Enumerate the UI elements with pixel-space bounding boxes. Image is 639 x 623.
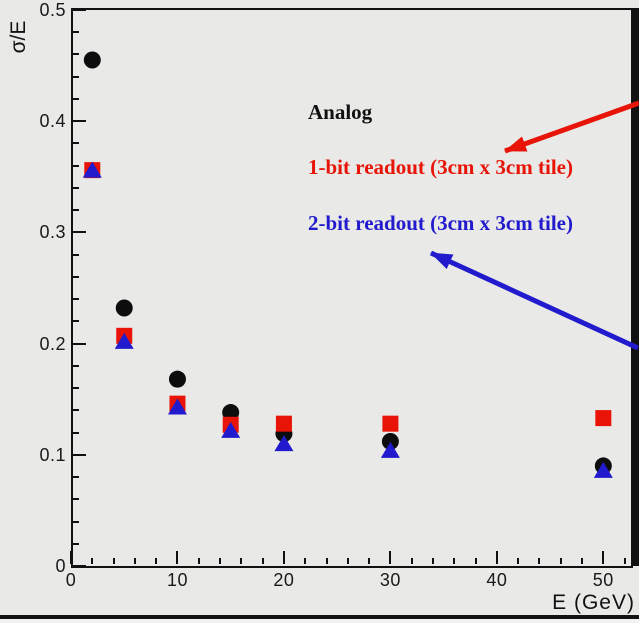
y-major-tick	[73, 231, 86, 234]
x-major-tick	[176, 551, 179, 564]
x-tick-label: 50	[592, 570, 614, 590]
y-minor-tick	[73, 409, 79, 412]
x-minor-tick	[240, 558, 243, 564]
bottom-edge-strip	[0, 619, 639, 623]
y-minor-tick	[73, 164, 79, 167]
y-major-tick	[73, 565, 86, 567]
plot-frame	[71, 8, 633, 568]
x-minor-tick	[368, 558, 371, 564]
x-major-tick	[70, 551, 72, 564]
y-minor-tick	[73, 142, 79, 145]
x-minor-tick	[155, 558, 158, 564]
y-minor-tick	[73, 364, 79, 367]
y-minor-tick	[73, 53, 79, 56]
y-minor-tick	[73, 253, 79, 256]
x-minor-tick	[219, 558, 222, 564]
x-tick-label: 10	[166, 570, 188, 590]
x-minor-tick	[261, 558, 264, 564]
x-minor-tick	[133, 558, 136, 564]
y-tick-label: 0.5	[39, 0, 66, 20]
y-minor-tick	[73, 31, 79, 34]
x-minor-tick	[346, 558, 349, 564]
x-minor-tick	[453, 558, 456, 564]
x-major-tick	[602, 551, 605, 564]
x-minor-tick	[517, 558, 520, 564]
x-minor-tick	[197, 558, 200, 564]
x-minor-tick	[304, 558, 307, 564]
legend-entry-2bit: 2-bit readout (3cm x 3cm tile)	[308, 211, 573, 235]
y-minor-tick	[73, 75, 79, 78]
x-tick-label: 40	[486, 570, 508, 590]
x-major-tick	[495, 551, 498, 564]
y-major-tick	[73, 342, 86, 345]
x-minor-tick	[559, 558, 562, 564]
x-minor-tick	[431, 558, 434, 564]
x-minor-tick	[112, 558, 115, 564]
x-minor-tick	[538, 558, 541, 564]
x-minor-tick	[623, 558, 626, 564]
y-minor-tick	[73, 431, 79, 434]
legend-entry-1bit: 1-bit readout (3cm x 3cm tile)	[308, 155, 573, 179]
y-minor-tick	[73, 542, 79, 545]
plot-frame-right-edge	[631, 8, 639, 566]
y-minor-tick	[73, 209, 79, 212]
x-tick-label: 20	[273, 570, 295, 590]
y-minor-tick	[73, 298, 79, 301]
x-axis-title: E (GeV)	[552, 591, 635, 614]
legend-entry-analog: Analog	[308, 100, 373, 124]
bottom-border-line	[0, 615, 639, 619]
y-major-tick	[73, 453, 86, 456]
y-minor-tick	[73, 387, 79, 390]
x-minor-tick	[410, 558, 413, 564]
y-major-tick	[73, 120, 86, 123]
x-major-tick	[282, 551, 285, 564]
y-tick-label: 0.3	[39, 222, 66, 243]
y-minor-tick	[73, 476, 79, 479]
y-tick-label: 0.1	[39, 444, 66, 465]
y-tick-label: 0.4	[39, 111, 66, 132]
y-minor-tick	[73, 498, 79, 501]
y-minor-tick	[73, 186, 79, 189]
x-minor-tick	[325, 558, 328, 564]
x-minor-tick	[581, 558, 584, 564]
x-minor-tick	[474, 558, 477, 564]
x-tick-label: 30	[379, 570, 401, 590]
y-tick-label: 0	[55, 556, 66, 576]
x-major-tick	[389, 551, 392, 564]
y-major-tick	[73, 9, 86, 11]
y-tick-label: 0.2	[39, 333, 66, 354]
x-minor-tick	[91, 558, 94, 564]
y-minor-tick	[73, 520, 79, 523]
y-minor-tick	[73, 320, 79, 323]
x-tick-label: 0	[65, 570, 77, 590]
y-minor-tick	[73, 97, 79, 100]
y-minor-tick	[73, 275, 79, 278]
